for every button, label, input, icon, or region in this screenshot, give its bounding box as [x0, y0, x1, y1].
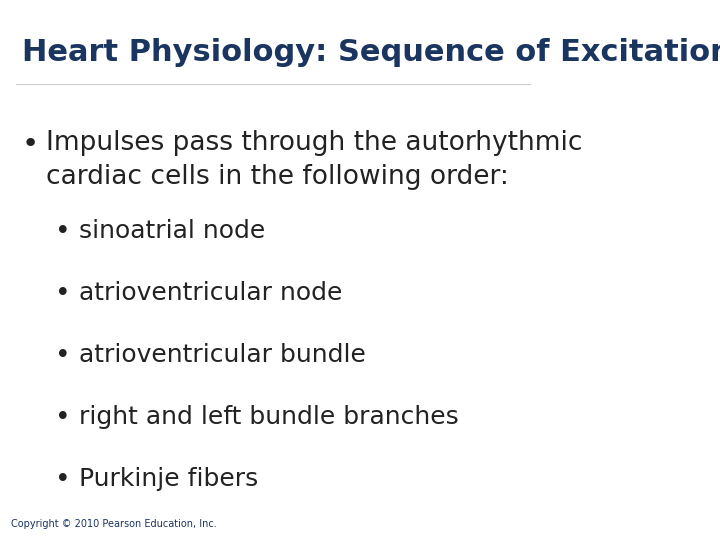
Text: Heart Physiology: Sequence of Excitation: Heart Physiology: Sequence of Excitation [22, 38, 720, 67]
Text: •: • [55, 219, 71, 245]
Text: Purkinje fibers: Purkinje fibers [79, 467, 258, 491]
Text: atrioventricular node: atrioventricular node [79, 281, 343, 305]
Text: •: • [55, 343, 71, 369]
Text: •: • [55, 467, 71, 493]
Text: atrioventricular bundle: atrioventricular bundle [79, 343, 366, 367]
Text: •: • [55, 405, 71, 431]
Text: •: • [22, 130, 39, 158]
Text: •: • [55, 281, 71, 307]
Text: sinoatrial node: sinoatrial node [79, 219, 266, 242]
Text: right and left bundle branches: right and left bundle branches [79, 405, 459, 429]
Text: Copyright © 2010 Pearson Education, Inc.: Copyright © 2010 Pearson Education, Inc. [11, 519, 217, 529]
Text: Impulses pass through the autorhythmic
cardiac cells in the following order:: Impulses pass through the autorhythmic c… [46, 130, 583, 190]
